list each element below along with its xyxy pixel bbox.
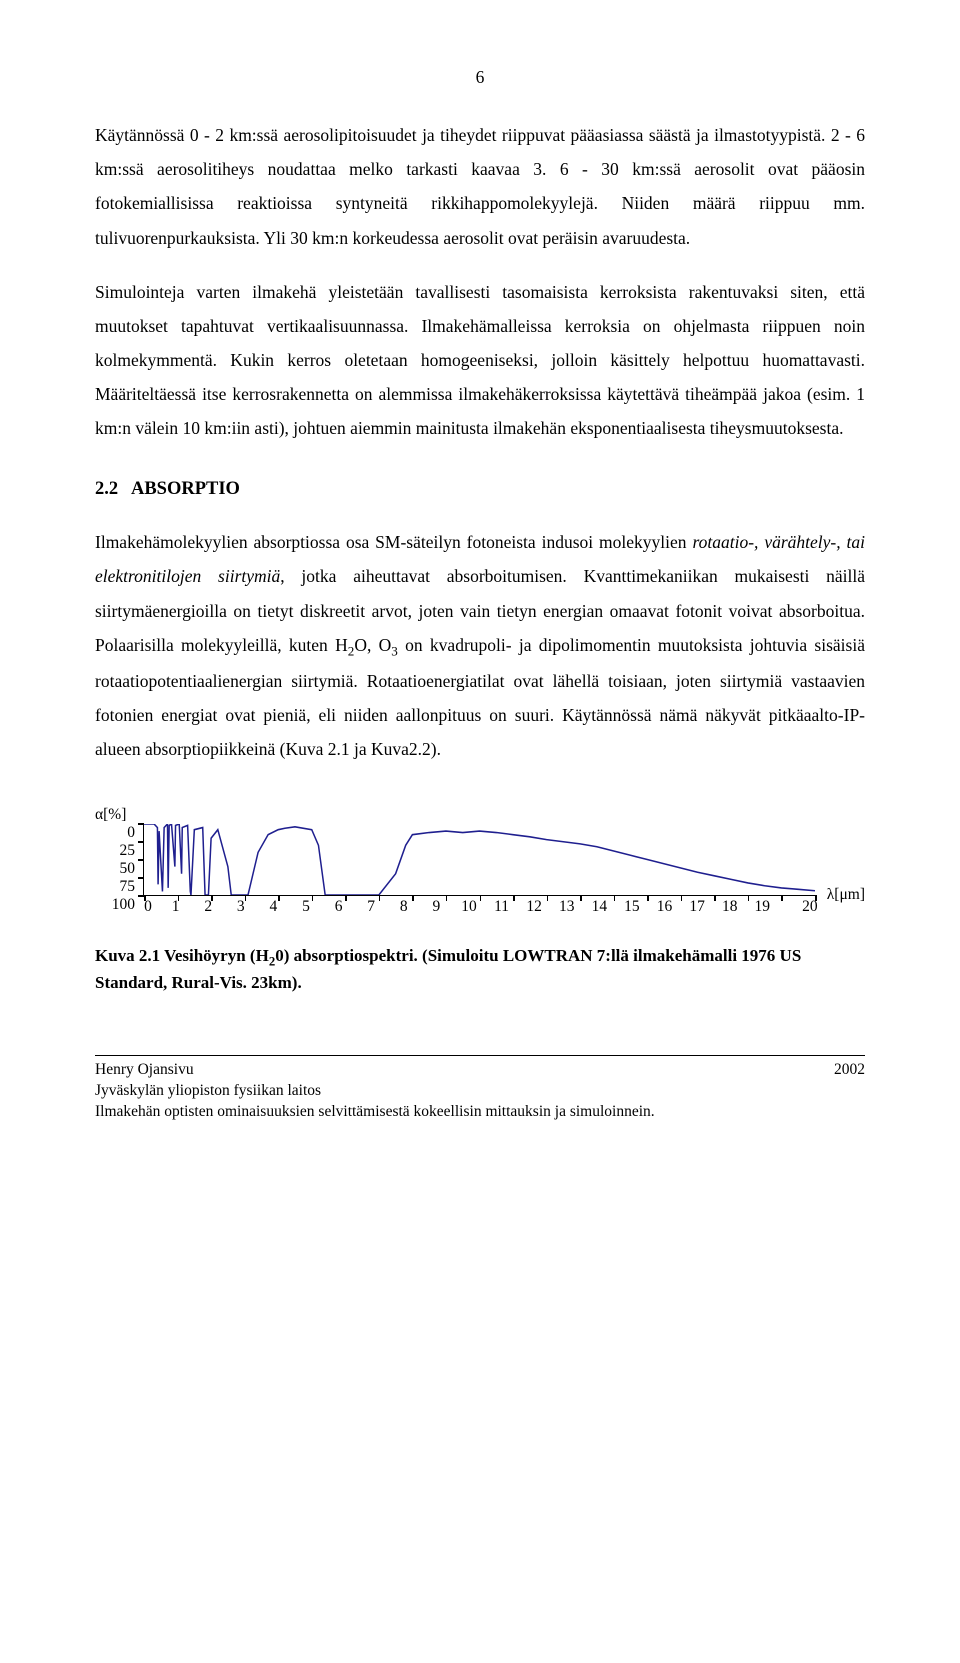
x-tick: 17 (687, 898, 707, 917)
x-tick: 1 (166, 898, 186, 917)
paragraph-3: Ilmakehämolekyylien absorptiossa osa SM-… (95, 525, 865, 766)
footer-rule (95, 1055, 865, 1056)
paragraph-2: Simulointeja varten ilmakehä yleistetään… (95, 275, 865, 446)
chart-plot-area (143, 824, 815, 896)
x-tick: 13 (557, 898, 577, 917)
footer-dept: Jyväskylän yliopiston fysiikan laitos (95, 1081, 655, 1102)
x-tick: 15 (622, 898, 642, 917)
page-footer: Henry Ojansivu Jyväskylän yliopiston fys… (95, 1060, 865, 1123)
x-tick: 10 (459, 898, 479, 917)
x-tick: 2 (198, 898, 218, 917)
footer-year: 2002 (834, 1060, 865, 1081)
section-number: 2.2 (95, 479, 118, 499)
footer-thesis: Ilmakehän optisten ominaisuuksien selvit… (95, 1102, 655, 1123)
y-tick: 50 (101, 860, 135, 878)
footer-author: Henry Ojansivu (95, 1060, 655, 1081)
x-tick: 5 (296, 898, 316, 917)
x-tick: 20 (800, 898, 820, 917)
chart-y-ticks: 0255075100 (101, 824, 135, 914)
y-tick: 0 (101, 824, 135, 842)
p3-post2: O, O (354, 635, 391, 655)
x-tick: 3 (231, 898, 251, 917)
x-tick: 14 (589, 898, 609, 917)
y-tick: 75 (101, 878, 135, 896)
y-tick: 25 (101, 842, 135, 860)
paragraph-1: Käytännössä 0 - 2 km:ssä aerosolipitoisu… (95, 118, 865, 255)
page-number: 6 (95, 60, 865, 94)
y-tick: 100 (101, 896, 135, 914)
x-tick: 18 (720, 898, 740, 917)
x-tick: 4 (263, 898, 283, 917)
x-tick: 7 (361, 898, 381, 917)
x-tick: 19 (752, 898, 772, 917)
absorption-chart: α[%] 0255075100 012345678910111213141516… (95, 806, 865, 926)
section-heading: 2.2 ABSORPTIO (95, 471, 865, 507)
x-tick: 6 (329, 898, 349, 917)
x-tick: 0 (138, 898, 158, 917)
x-tick: 12 (524, 898, 544, 917)
chart-line-svg (144, 824, 815, 895)
chart-x-label: λ[μm] (827, 886, 865, 905)
x-tick: 9 (426, 898, 446, 917)
section-title: ABSORPTIO (131, 479, 240, 499)
caption-part1: Kuva 2.1 Vesihöyryn (H (95, 946, 269, 965)
chart-y-label: α[%] (95, 806, 126, 825)
chart-x-ticks: 01234567891011121314151617181920 (143, 898, 815, 917)
x-tick: 16 (655, 898, 675, 917)
x-tick: 8 (394, 898, 414, 917)
p3-pre: Ilmakehämolekyylien absorptiossa osa SM-… (95, 532, 692, 552)
figure-caption: Kuva 2.1 Vesihöyryn (H20) absorptiospekt… (95, 944, 865, 995)
x-tick: 11 (492, 898, 512, 917)
